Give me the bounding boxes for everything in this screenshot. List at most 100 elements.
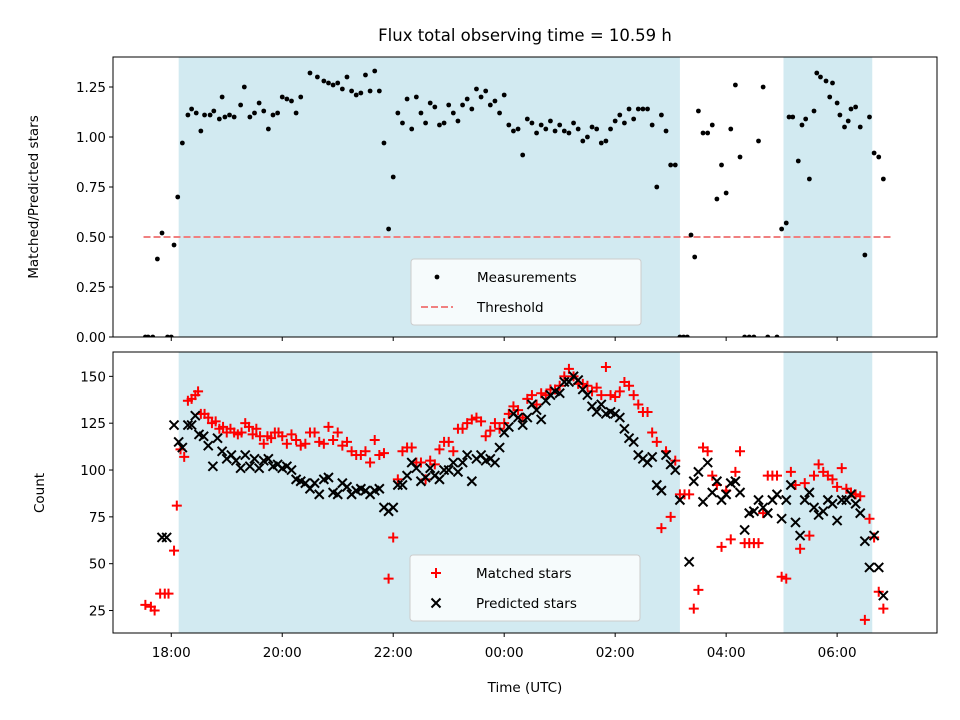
matched-star-point (656, 523, 667, 534)
measurement-point (256, 100, 262, 106)
matched-star-point (251, 423, 262, 434)
predicted-star-point (512, 412, 524, 423)
measurement-point (501, 92, 507, 98)
matched-star-point (295, 440, 306, 451)
matched-star-point (485, 425, 496, 436)
measurement-point (709, 122, 715, 128)
predicted-star-point (619, 423, 630, 435)
matched-star-point (693, 584, 704, 595)
matched-star-point (725, 534, 736, 545)
measurement-point (265, 126, 271, 132)
time-x-tick-label: 18:00 (152, 645, 191, 661)
measurement-point (358, 90, 364, 96)
measurement-point (728, 126, 734, 132)
predicted-star-point (720, 489, 732, 500)
measurement-point (460, 102, 465, 108)
measurement-point (219, 94, 225, 100)
measurement-point (834, 100, 840, 106)
time-x-axis-label: Time (UTC) (487, 680, 563, 696)
measurement-point (175, 194, 181, 200)
measurement-point (723, 190, 729, 196)
measurement-point (692, 254, 698, 260)
measurement-point (349, 88, 354, 94)
matched-star-point (489, 418, 500, 429)
matched-star-point (476, 416, 487, 427)
predicted-star-point (781, 494, 792, 506)
measurement-point (450, 110, 456, 116)
matched-star-point (633, 399, 644, 410)
matched-star-point (869, 532, 880, 543)
ratio-axes: 0.00 0.25 0.50 0.75 1.00 1.25 Matched/Predict… (26, 56, 938, 346)
matched-star-point (735, 446, 746, 457)
measurement-point (732, 82, 738, 88)
matched-star-point (179, 451, 190, 462)
predicted-star-point (177, 442, 188, 453)
measurement-point (622, 120, 627, 126)
time-x-tick-label: 04:00 (707, 645, 746, 661)
measurement-point (561, 128, 567, 134)
matched-star-point (443, 436, 454, 447)
measurement-point (760, 84, 766, 90)
predicted-star-point (240, 449, 251, 461)
matched-star-point (332, 427, 343, 438)
measurement-point (571, 120, 576, 126)
matched-star-point (753, 538, 764, 549)
measurement-point (330, 82, 336, 88)
measurement-point (247, 114, 253, 120)
measurement-point (227, 112, 232, 118)
measurement-point (150, 334, 156, 337)
measurement-point (511, 128, 516, 134)
measurement-point (437, 122, 442, 128)
matched-star-point (247, 429, 258, 440)
measurement-point (626, 106, 632, 112)
matched-star-point (434, 444, 445, 455)
predicted-star-point (762, 507, 773, 519)
measurement-point (700, 130, 706, 136)
measurement-point (806, 176, 812, 182)
measurement-point (381, 140, 387, 146)
measurement-point (520, 152, 526, 158)
measurement-point (275, 110, 281, 116)
matched-star-point (210, 416, 221, 427)
predicted-star-point (374, 483, 385, 494)
measurement-point (534, 130, 539, 136)
measurement-point (867, 114, 872, 120)
measurement-point (589, 124, 595, 130)
predicted-star-point (452, 466, 464, 478)
matched-star-point (203, 412, 214, 423)
measurement-point (774, 334, 780, 337)
matched-star-point (716, 541, 727, 552)
predicted-star-point (827, 498, 838, 509)
predicted-star-point (818, 506, 829, 517)
predicted-star-point (771, 489, 783, 500)
matched-star-point (169, 545, 180, 556)
measurement-point (649, 122, 655, 128)
matched-star-point (318, 438, 329, 449)
predicted-star-point (531, 404, 542, 416)
matched-star-point (859, 614, 870, 625)
measurement-point (464, 96, 470, 102)
count-y-tick-label: 75 (89, 510, 106, 526)
predicted-star-point (785, 479, 797, 491)
matched-star-point (365, 457, 376, 468)
measurement-point (289, 98, 294, 104)
measurement-point (830, 80, 835, 86)
measurement-point (631, 116, 637, 122)
matched-star-point (665, 511, 676, 522)
measurement-point (635, 106, 641, 112)
measurement-point (202, 112, 207, 118)
matched-star-point (781, 573, 792, 584)
ratio-y-tick-label: 0.25 (76, 280, 106, 296)
measurement-point (566, 130, 572, 136)
predicted-star-point (309, 477, 320, 489)
predicted-star-point (739, 524, 750, 536)
predicted-star-point (522, 412, 533, 423)
predicted-star-point (850, 498, 861, 509)
matched-star-point (624, 380, 635, 391)
legend-label: Matched stars (476, 566, 572, 582)
count-y-tick-label: 125 (80, 416, 106, 432)
matched-star-point (291, 435, 302, 446)
measurement-point (307, 70, 313, 76)
measurement-point (363, 72, 368, 78)
predicted-star-point (411, 462, 422, 474)
